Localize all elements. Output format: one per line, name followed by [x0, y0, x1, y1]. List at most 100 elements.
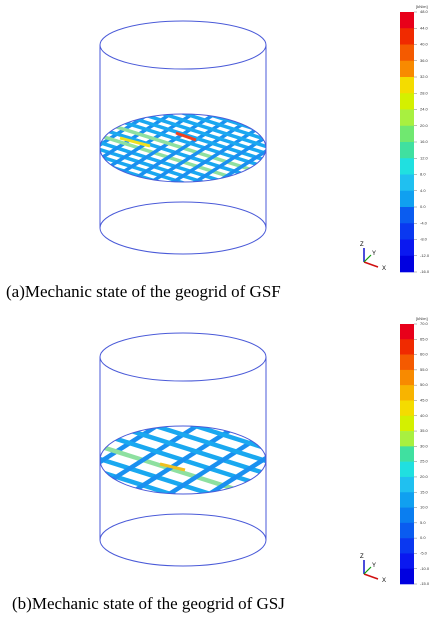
colorbar-label: 32.0	[420, 74, 429, 79]
colorbar-segment	[400, 28, 414, 45]
colorbar-segment	[400, 110, 414, 127]
colorbar-label: -10.0	[420, 566, 430, 571]
colorbar-segment	[400, 12, 414, 29]
colorbar-label: 24.0	[420, 107, 429, 112]
colorbar-segment	[400, 158, 414, 175]
colorbar-label: 30.0	[420, 443, 429, 448]
colorbar-segment	[400, 93, 414, 110]
colorbar-label: 5.0	[420, 520, 426, 525]
colorbar-label: 15.0	[420, 489, 429, 494]
colorbar-segment	[400, 538, 414, 554]
geogrid-strip	[0, 110, 67, 186]
axis-x	[364, 262, 378, 267]
geogrid-strip	[255, 110, 375, 186]
colorbar-segment	[400, 223, 414, 240]
colorbar-segment	[400, 508, 414, 524]
colorbar-label: -12.0	[420, 253, 430, 258]
colorbar-label: 20.0	[420, 474, 429, 479]
colorbar-segment	[400, 339, 414, 355]
colorbar-label: 4.0	[420, 188, 426, 193]
colorbar-segment	[400, 126, 414, 143]
geogrid-strip	[283, 422, 403, 498]
colorbar-label: 35.0	[420, 428, 429, 433]
figure: [kN/m]48.044.040.036.032.028.024.020.016…	[0, 0, 432, 619]
colorbar-segment	[400, 431, 414, 447]
axis-label: Y	[372, 251, 376, 257]
colorbar-label: 10.0	[420, 505, 429, 510]
colorbar-label: 50.0	[420, 382, 429, 387]
geogrid-strip	[277, 110, 397, 186]
colorbar-label: 25.0	[420, 459, 429, 464]
colorbar-segment	[400, 462, 414, 478]
geogrid-strip	[0, 422, 143, 498]
geogrid-strip	[0, 110, 149, 186]
axis-label: Y	[372, 563, 376, 569]
colorbar-segment	[400, 523, 414, 539]
colorbar-label: 40.0	[420, 413, 429, 418]
axis-label: X	[382, 266, 386, 272]
colorbar-label: -16.0	[420, 269, 430, 274]
cylinder-bottom	[100, 202, 266, 254]
colorbar-segment	[400, 553, 414, 569]
colorbar-label: 0.0	[420, 204, 426, 209]
colorbar-segment	[400, 256, 414, 273]
colorbar-label: -8.0	[420, 237, 428, 242]
colorbar-segment	[400, 61, 414, 78]
colorbar-label: 12.0	[420, 155, 429, 160]
colorbar-label: 48.0	[420, 9, 429, 14]
geogrid-strip	[0, 110, 45, 186]
colorbar-segment	[400, 400, 414, 416]
axis-x	[364, 574, 378, 579]
colorbar-segment	[400, 477, 414, 493]
colorbar-label: 36.0	[420, 58, 429, 63]
colorbar-label: 28.0	[420, 90, 429, 95]
colorbar-label: 65.0	[420, 336, 429, 341]
colorbar-label: -15.0	[420, 581, 430, 586]
geogrid-strip	[0, 110, 105, 186]
axis-label: X	[382, 578, 386, 584]
colorbar-segment	[400, 175, 414, 192]
colorbar-label: 45.0	[420, 398, 429, 403]
colorbar-segment	[400, 240, 414, 257]
geogrid-strip	[0, 422, 183, 498]
cylinder-top	[100, 333, 266, 381]
colorbar-segment	[400, 385, 414, 401]
axis-label: Z	[360, 554, 364, 560]
geogrid	[0, 110, 432, 186]
axis-y	[364, 567, 371, 574]
colorbar-segment	[400, 370, 414, 386]
colorbar-segment	[400, 569, 414, 585]
colorbar-segment	[400, 45, 414, 62]
colorbar-segment	[400, 416, 414, 432]
caption: (a)Mechanic state of the geogrid of GSF	[6, 282, 281, 301]
colorbar-label: -5.0	[420, 550, 428, 555]
colorbar-label: 0.0	[420, 535, 426, 540]
colorbar-label: 60.0	[420, 352, 429, 357]
colorbar-segment	[400, 191, 414, 208]
cylinder-bottom	[100, 514, 266, 566]
colorbar-segment	[400, 77, 414, 94]
cylinder-top	[100, 21, 266, 69]
colorbar-label: 16.0	[420, 139, 429, 144]
panel: [kN/m]70.065.060.055.050.045.040.035.030…	[0, 316, 432, 613]
colorbar-label: 20.0	[420, 123, 429, 128]
colorbar-segment	[400, 355, 414, 371]
geogrid-strip	[0, 110, 127, 186]
geogrid-strip	[0, 422, 83, 498]
colorbar-segment	[400, 207, 414, 224]
colorbar-segment	[400, 492, 414, 508]
caption: (b)Mechanic state of the geogrid of GSJ	[12, 594, 285, 613]
panel: [kN/m]48.044.040.036.032.028.024.020.016…	[0, 4, 432, 301]
colorbar-segment	[400, 446, 414, 462]
geogrid-strip	[0, 110, 89, 186]
axis-y	[364, 255, 371, 262]
colorbar-label: -4.0	[420, 220, 428, 225]
geogrid	[0, 422, 432, 498]
colorbar-segment	[400, 142, 414, 159]
axis-label: Z	[360, 242, 364, 248]
colorbar-segment	[400, 324, 414, 340]
colorbar-label: 55.0	[420, 367, 429, 372]
colorbar-label: 40.0	[420, 42, 429, 47]
geogrid-strip	[0, 110, 111, 186]
colorbar-label: 8.0	[420, 172, 426, 177]
